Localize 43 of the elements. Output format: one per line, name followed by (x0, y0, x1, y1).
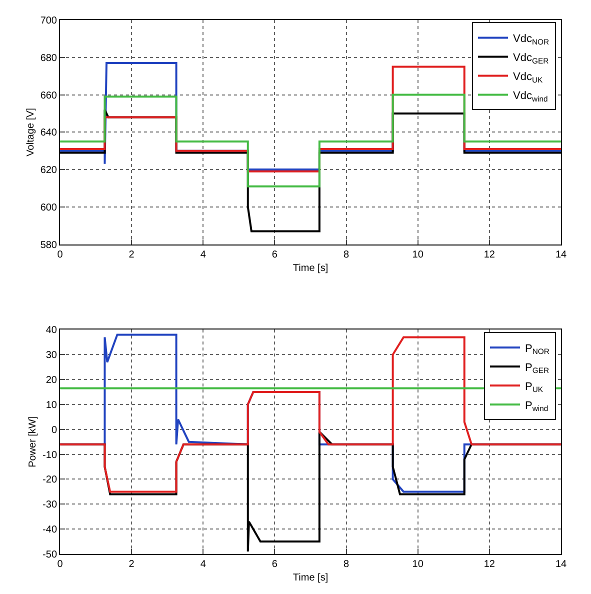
y-tick-label: 680 (40, 52, 58, 64)
x-tick-label: 6 (272, 249, 278, 260)
x-tick-label: 12 (484, 249, 496, 260)
legend-label: Vdc$_{NOR}$ (512, 33, 550, 46)
y-tick-label: -30 (42, 500, 58, 511)
y-tick-label: 700 (40, 16, 58, 26)
y-tick-label: 640 (40, 128, 58, 139)
y-tick-label: 30 (46, 350, 58, 362)
y-axis-title: Voltage [V] (25, 108, 36, 156)
y-tick-label: -20 (42, 474, 58, 486)
y-axis-title: Power [kW] (28, 416, 39, 468)
x-tick-label: 2 (128, 249, 135, 260)
x-tick-label: 6 (272, 559, 278, 570)
legend-label: Vdc$_{UK}$ (512, 71, 544, 84)
y-tick-label: -10 (42, 450, 58, 461)
y-tick-label: 580 (40, 240, 58, 251)
x-tick-label: 2 (128, 559, 135, 570)
y-tick-label: 660 (40, 90, 58, 102)
y-tick-label: 10 (46, 400, 58, 411)
y-tick-label: 20 (46, 375, 58, 386)
legend-label: Vdc$_{wind}$ (512, 90, 548, 104)
legend-label: P$_{UK}$ (524, 380, 544, 394)
legend-label: Vdc$_{GER}$ (512, 52, 550, 66)
x-tick-label: 8 (344, 559, 350, 570)
x-tick-label: 12 (484, 559, 496, 570)
x-axis-title: Time [s] (292, 262, 328, 274)
x-tick-label: 8 (344, 249, 350, 260)
legend-label: P$_{wind}$ (524, 400, 548, 414)
y-tick-label: -50 (42, 550, 58, 560)
x-tick-label: 14 (555, 249, 567, 260)
x-tick-label: 14 (555, 559, 567, 570)
x-tick-label: 10 (412, 559, 424, 570)
x-tick-label: 4 (200, 249, 206, 260)
x-tick-label: 10 (412, 249, 424, 260)
y-tick-label: 620 (40, 165, 58, 176)
x-axis-title: Time [s] (292, 572, 328, 584)
y-tick-label: 600 (40, 202, 58, 214)
legend-label: P$_{GER}$ (524, 362, 550, 376)
legend-label: P$_{NOR}$ (524, 342, 550, 356)
y-tick-label: 40 (46, 325, 58, 336)
y-tick-label: 0 (51, 424, 58, 436)
y-tick-label: -40 (42, 524, 58, 536)
x-tick-label: 4 (200, 559, 206, 570)
